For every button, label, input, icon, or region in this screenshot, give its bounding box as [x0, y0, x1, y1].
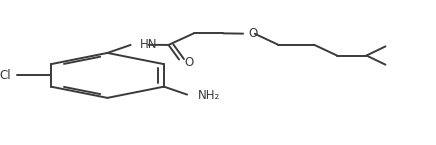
Text: HN: HN	[140, 38, 157, 51]
Text: NH₂: NH₂	[198, 89, 220, 102]
Text: Cl: Cl	[0, 69, 11, 82]
Text: O: O	[184, 56, 193, 69]
Text: O: O	[249, 27, 258, 40]
